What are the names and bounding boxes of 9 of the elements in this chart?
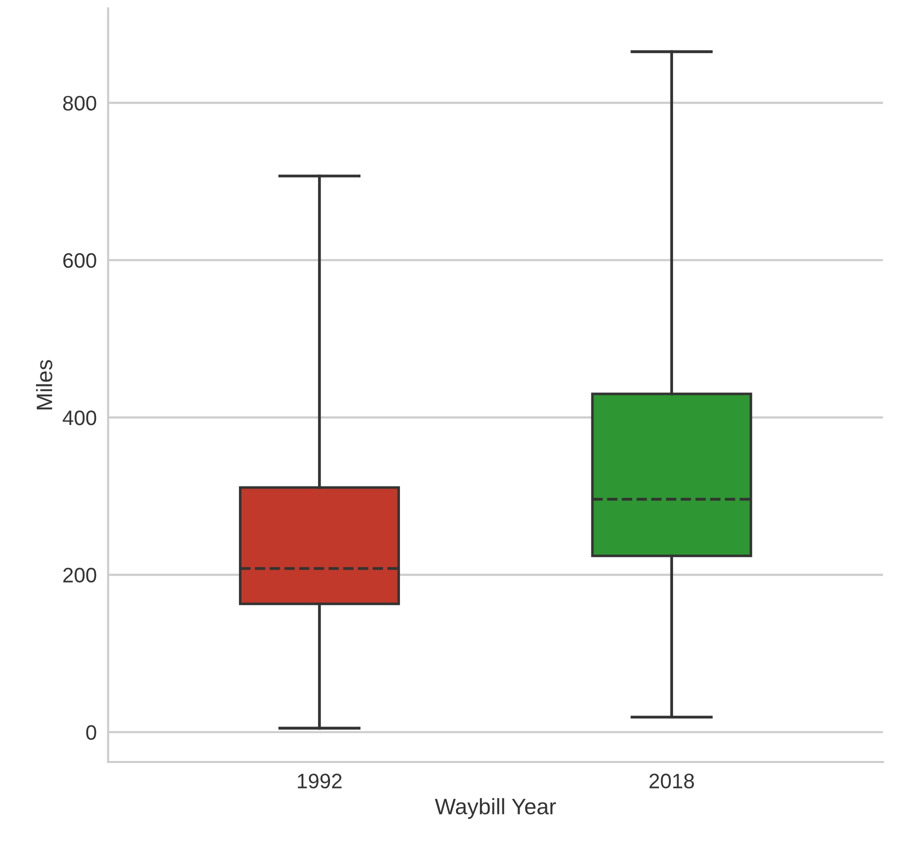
x-tick-label: 1992 (298, 774, 342, 788)
x-axis-title: Waybill Year (434, 798, 556, 819)
y-tick-label: 400 (62, 410, 96, 426)
y-tick-label: 0 (86, 725, 96, 740)
y-tick-label: 200 (63, 568, 96, 583)
x-tick-label: 2018 (650, 774, 694, 788)
y-axis-title: Miles (36, 360, 52, 410)
y-tick-label: 600 (63, 253, 96, 268)
y-tick-label: 800 (63, 96, 96, 111)
